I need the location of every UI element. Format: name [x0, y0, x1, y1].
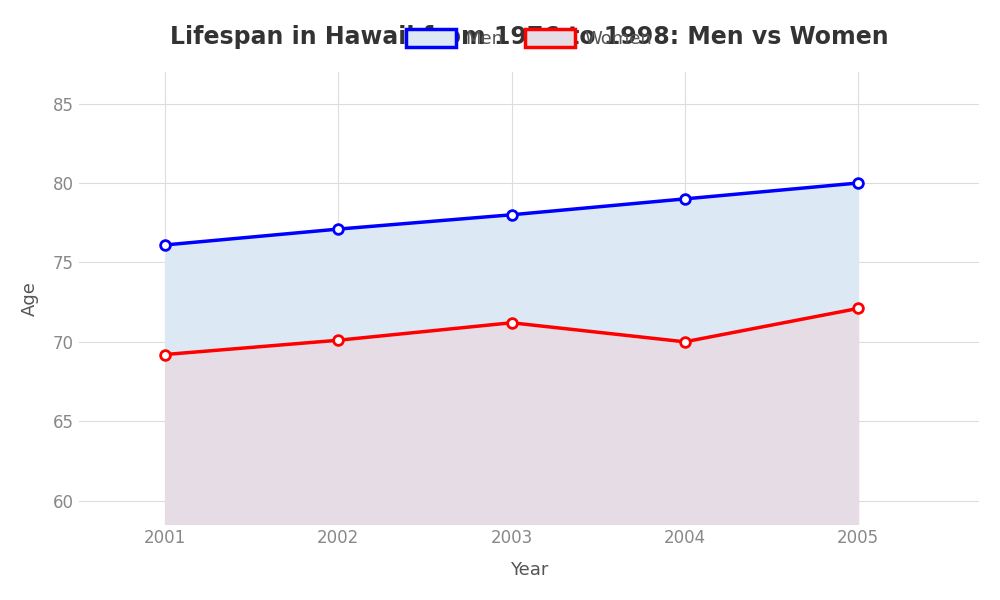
Legend: Men, Women: Men, Women — [398, 22, 659, 55]
Title: Lifespan in Hawaii from 1976 to 1998: Men vs Women: Lifespan in Hawaii from 1976 to 1998: Me… — [170, 25, 888, 49]
Y-axis label: Age: Age — [21, 281, 39, 316]
X-axis label: Year: Year — [510, 561, 548, 579]
